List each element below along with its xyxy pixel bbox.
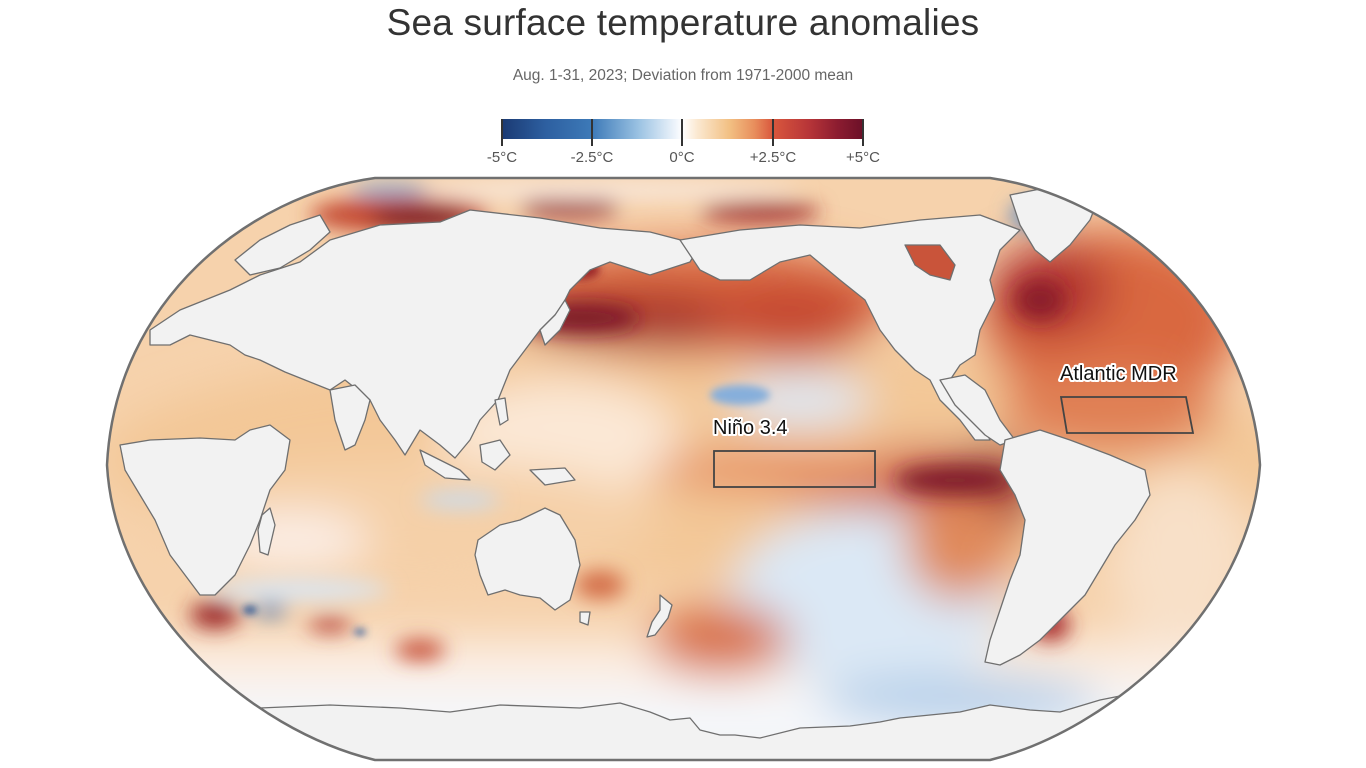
land-south-america: [984, 429, 1151, 666]
land-madagascar: [257, 507, 276, 556]
legend-tick: [681, 119, 683, 146]
land-eurasia: [149, 209, 701, 459]
region-atlantic-mdr: Atlantic MDR: [1058, 361, 1195, 434]
legend-label-neg-mid: -2.5°C: [570, 149, 614, 166]
land-japan: [539, 299, 571, 346]
legend-label-zero: 0°C: [669, 149, 695, 166]
land-indonesia: [419, 449, 471, 481]
legend-tick: [501, 119, 503, 146]
land-borneo: [479, 439, 511, 471]
land-philippines: [494, 397, 509, 426]
legend-tick: [862, 119, 864, 146]
legend-label-min: -5°C: [486, 149, 518, 166]
nino-3-4-label: Niño 3.4: [713, 417, 788, 439]
page-title: Sea surface temperature anomalies: [386, 2, 980, 43]
nino-3-4-box: [713, 450, 876, 488]
land-uk: [1214, 289, 1233, 319]
color-legend: -5°C -2.5°C 0°C +2.5°C +5°C: [487, 119, 880, 171]
land-scandinavia: [234, 214, 331, 276]
land-new-guinea: [529, 467, 576, 486]
page-subtitle: Aug. 1-31, 2023; Deviation from 1971-200…: [512, 67, 854, 84]
legend-tick: [591, 119, 593, 146]
land-africa: [119, 424, 291, 596]
land-tasmania: [579, 611, 591, 626]
atlantic-mdr-label: Atlantic MDR: [1060, 363, 1177, 385]
legend-label-pos-mid: +2.5°C: [749, 149, 797, 166]
water-hudson-bay: [904, 244, 956, 281]
atlantic-mdr-box: [1059, 396, 1195, 434]
legend-label-max: +5°C: [846, 149, 880, 166]
land-new-zealand: [646, 594, 673, 638]
region-nino-3-4: Niño 3.4: [711, 415, 876, 488]
land-australia: [474, 507, 581, 611]
land-india: [329, 384, 371, 451]
land-antarctica: [107, 679, 1260, 760]
legend-tick: [772, 119, 774, 146]
globe-outline: [105, 176, 1262, 762]
